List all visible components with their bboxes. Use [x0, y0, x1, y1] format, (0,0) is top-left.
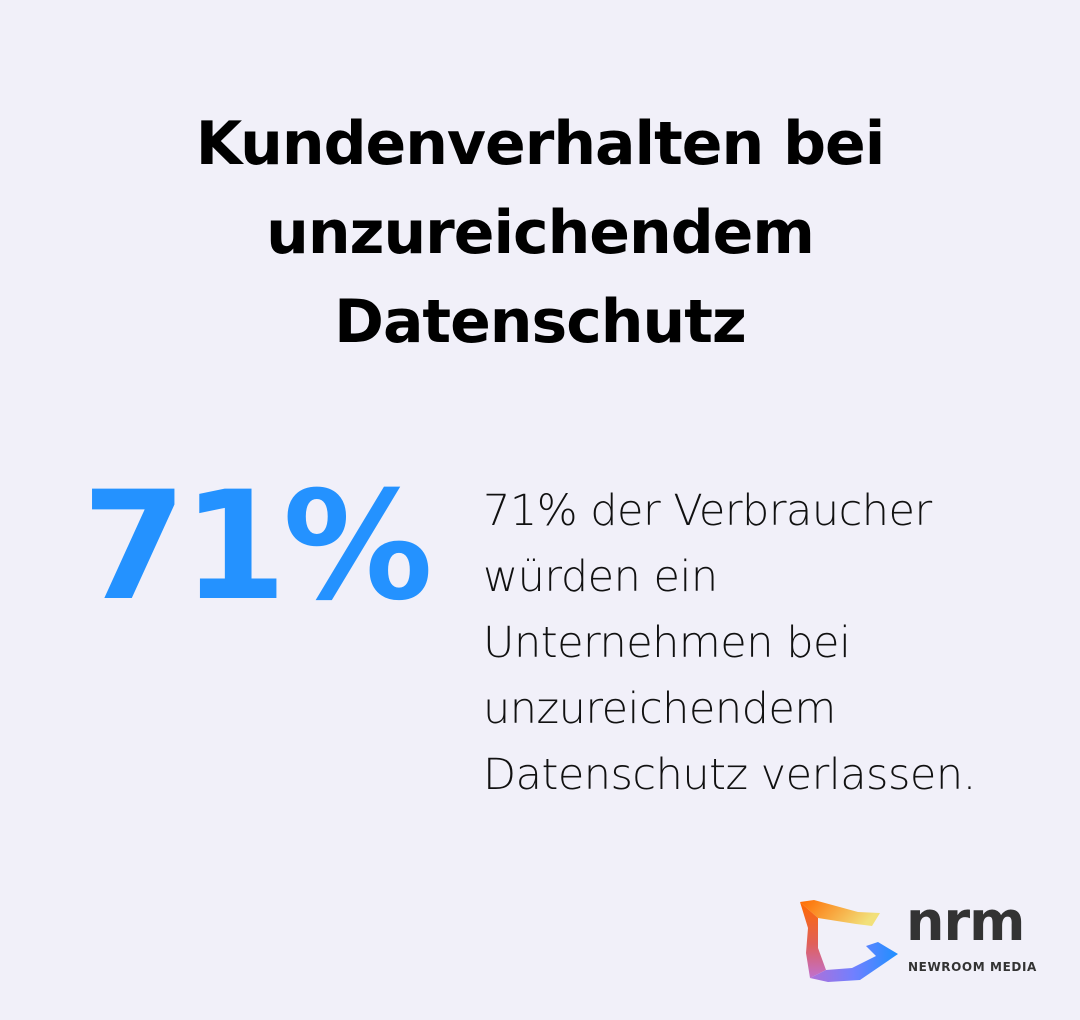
- description-line-2: würden ein: [483, 552, 718, 602]
- page-title: Kundenverhalten bei unzureichendem Daten…: [0, 100, 1080, 367]
- title-line-3: Datenschutz: [334, 287, 747, 357]
- stat-value: 71%: [82, 460, 433, 634]
- description-line-1: 71% der Verbraucher: [483, 486, 932, 536]
- title-line-1: Kundenverhalten bei: [195, 109, 886, 179]
- logo-wordmark: nrm: [906, 890, 1025, 953]
- nrm-logo-mark-icon: [800, 900, 898, 982]
- description-line-5: Datenschutz verlassen.: [483, 750, 976, 800]
- brand-logo: nrm NEWROOM MEDIA: [798, 892, 1048, 983]
- description-line-4: unzureichendem: [483, 684, 836, 734]
- stat-description: 71% der Verbraucher würden ein Unternehm…: [483, 478, 1063, 808]
- logo-tagline: NEWROOM MEDIA: [908, 960, 1037, 974]
- description-line-3: Unternehmen bei: [483, 618, 851, 668]
- title-line-2: unzureichendem: [266, 198, 815, 268]
